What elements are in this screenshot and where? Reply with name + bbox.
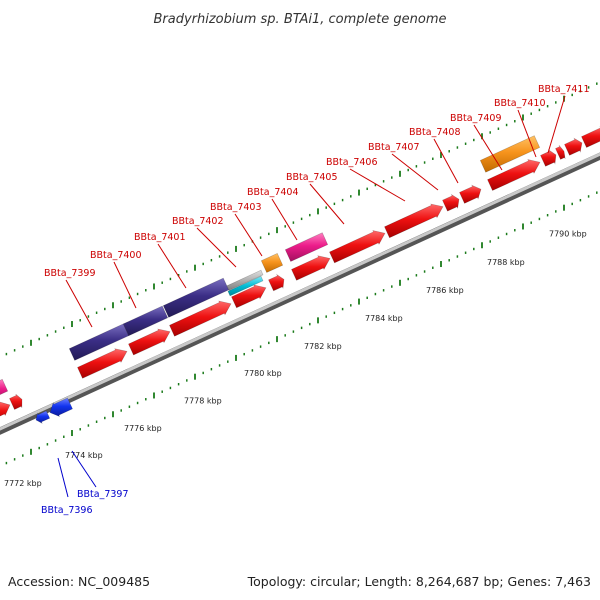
scale-label: 7790 kbp bbox=[549, 230, 587, 239]
cog-category-bar[interactable] bbox=[0, 378, 9, 400]
gene-label[interactable]: BBta_7397 bbox=[77, 489, 129, 500]
scale-label: 7780 kbp bbox=[244, 369, 282, 378]
cog-category-bar[interactable] bbox=[162, 277, 230, 318]
gene-label[interactable]: BBta_7407 bbox=[368, 142, 420, 153]
gene-label[interactable]: BBta_7406 bbox=[326, 157, 378, 168]
gene-label-leader bbox=[234, 213, 263, 257]
gene-label[interactable]: BBta_7408 bbox=[409, 127, 461, 138]
gene-label-leader bbox=[391, 153, 439, 191]
gene-label-leader bbox=[309, 183, 345, 225]
topology-text: Topology: circular; Length: 8,264,687 bp… bbox=[247, 574, 591, 589]
gene-label-leader bbox=[157, 243, 187, 289]
cds-forward-arrow[interactable] bbox=[128, 328, 171, 356]
gene-label-leader bbox=[517, 109, 537, 158]
gene-label[interactable]: BBta_7401 bbox=[134, 232, 186, 243]
cog-category-bar[interactable] bbox=[284, 232, 329, 262]
cds-forward-arrow[interactable] bbox=[384, 203, 444, 239]
cds-reverse-arrow[interactable] bbox=[49, 397, 73, 418]
cds-forward-arrow[interactable] bbox=[581, 126, 600, 148]
cds-forward-arrow[interactable] bbox=[291, 255, 331, 281]
gene-label[interactable]: BBta_7404 bbox=[247, 187, 299, 198]
gene-label-leader bbox=[271, 198, 298, 241]
map-title: Bradyrhizobium sp. BTAi1, complete genom… bbox=[153, 12, 446, 27]
cds-forward-arrow[interactable] bbox=[268, 273, 285, 292]
scale-label: 7778 kbp bbox=[184, 397, 222, 406]
gene-label-leader bbox=[57, 457, 69, 498]
gene-label[interactable]: BBta_7402 bbox=[172, 216, 224, 227]
scale-label: 7784 kbp bbox=[365, 314, 403, 323]
gene-label-leader bbox=[196, 227, 237, 268]
gene-label-leader bbox=[113, 261, 137, 309]
gene-label-leader bbox=[349, 168, 406, 202]
gene-label[interactable]: BBta_7411 bbox=[538, 84, 590, 95]
gene-label-leader bbox=[547, 95, 566, 154]
scale-label: 7786 kbp bbox=[426, 286, 464, 295]
cog-category-bar[interactable] bbox=[122, 305, 169, 337]
cds-forward-arrow[interactable] bbox=[0, 401, 11, 422]
cds-forward-arrow[interactable] bbox=[231, 284, 267, 309]
cog-category-bar[interactable] bbox=[479, 135, 541, 173]
gene-label[interactable]: BBta_7409 bbox=[450, 113, 502, 124]
scale-label: 7774 kbp bbox=[65, 451, 103, 460]
gene-label-leader bbox=[65, 279, 93, 328]
scale-label: 7772 kbp bbox=[4, 479, 42, 488]
cds-forward-arrow[interactable] bbox=[77, 348, 128, 379]
gene-label[interactable]: BBta_7405 bbox=[286, 172, 338, 183]
gene-label[interactable]: BBta_7399 bbox=[44, 268, 96, 279]
genome-backbone bbox=[0, 152, 600, 431]
gene-label-leader bbox=[433, 138, 459, 184]
gene-label[interactable]: BBta_7403 bbox=[210, 202, 262, 213]
cds-forward-arrow[interactable] bbox=[329, 230, 386, 264]
genome-map: 7772 kbp 7774 kbp 7776 kbp 7778 kbp 7780 kbp… bbox=[0, 82, 600, 516]
scale-label: 7776 kbp bbox=[124, 424, 162, 433]
cds-forward-arrow[interactable] bbox=[487, 159, 541, 191]
cds-forward-arrow[interactable] bbox=[169, 300, 232, 337]
cds-forward-arrow[interactable] bbox=[540, 148, 557, 167]
genome-backbone-shadow bbox=[0, 152, 600, 435]
gene-label[interactable]: BBta_7396 bbox=[41, 505, 93, 516]
cog-category-bar[interactable] bbox=[227, 275, 264, 297]
gene-label-leader bbox=[71, 450, 97, 488]
scale-label: 7782 kbp bbox=[304, 342, 342, 351]
cds-forward-arrow[interactable] bbox=[555, 145, 566, 160]
cds-reverse-arrow[interactable] bbox=[35, 410, 51, 424]
gene-label[interactable]: BBta_7400 bbox=[90, 250, 142, 261]
scale-label: 7788 kbp bbox=[487, 258, 525, 267]
cds-forward-arrow[interactable] bbox=[9, 393, 23, 410]
gene-label-leader bbox=[473, 124, 503, 171]
cds-forward-arrow[interactable] bbox=[459, 184, 482, 204]
accession-text: Accession: NC_009485 bbox=[8, 574, 150, 589]
cds-forward-arrow[interactable] bbox=[442, 193, 460, 212]
cog-category-bar[interactable] bbox=[226, 269, 264, 291]
cog-category-bar[interactable] bbox=[260, 253, 284, 273]
gene-label[interactable]: BBta_7410 bbox=[494, 98, 546, 109]
cds-forward-arrow[interactable] bbox=[564, 137, 583, 156]
